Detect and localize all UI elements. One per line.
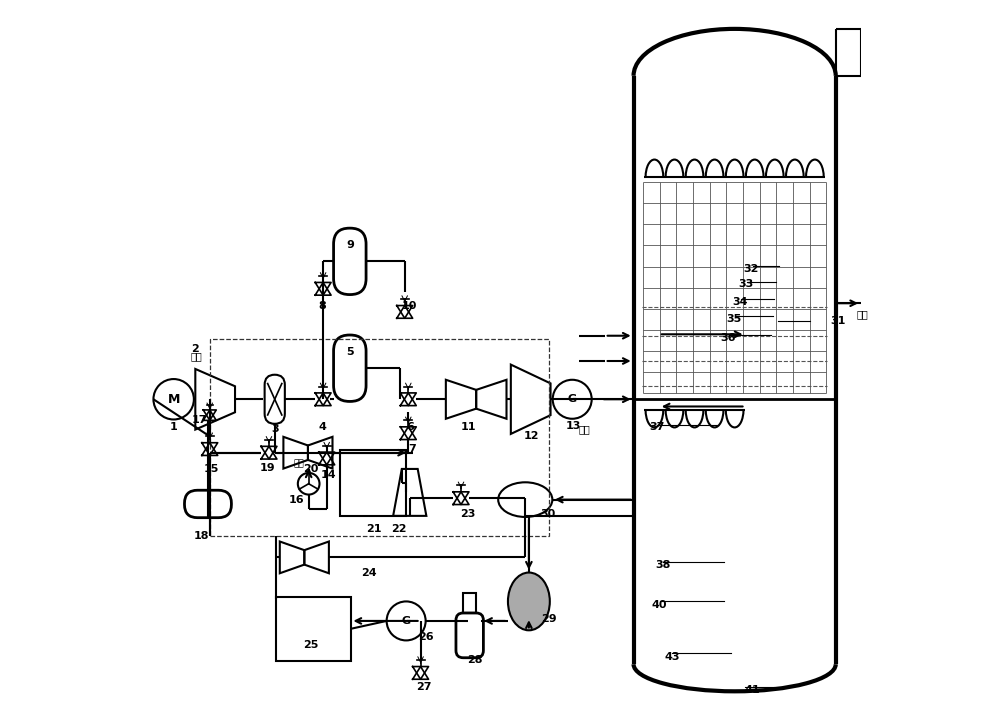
Text: 33: 33 <box>738 279 753 290</box>
Bar <box>276 597 351 661</box>
Text: 2: 2 <box>191 344 199 355</box>
Ellipse shape <box>508 573 550 630</box>
Text: 24: 24 <box>361 568 376 578</box>
Text: M: M <box>167 393 180 406</box>
Text: 7: 7 <box>408 444 416 454</box>
Text: 21: 21 <box>366 523 381 534</box>
Bar <box>340 450 406 516</box>
Text: 32: 32 <box>744 264 759 274</box>
Text: 18: 18 <box>194 531 210 541</box>
Text: 41: 41 <box>745 684 761 695</box>
Text: 9: 9 <box>346 240 354 251</box>
Text: 34: 34 <box>732 297 747 307</box>
Text: 11: 11 <box>460 422 476 432</box>
Text: 17: 17 <box>192 415 207 425</box>
Text: 38: 38 <box>655 560 671 570</box>
Text: 8: 8 <box>319 301 326 311</box>
Text: 14: 14 <box>320 470 336 480</box>
Text: 空气: 空气 <box>191 352 203 362</box>
Text: 43: 43 <box>664 652 680 662</box>
Text: 29: 29 <box>541 614 557 625</box>
Text: 30: 30 <box>540 509 555 519</box>
Text: 12: 12 <box>523 431 539 441</box>
Text: 13: 13 <box>566 421 581 431</box>
Text: 25: 25 <box>303 640 319 651</box>
Text: 27: 27 <box>416 682 432 692</box>
Text: 40: 40 <box>651 600 667 610</box>
Text: 22: 22 <box>391 523 407 534</box>
Text: 15: 15 <box>204 464 219 474</box>
Text: 排气: 排气 <box>579 424 590 434</box>
Bar <box>210 339 549 536</box>
Text: 31: 31 <box>830 316 846 326</box>
Text: 1: 1 <box>170 422 178 432</box>
Text: 10: 10 <box>401 301 417 311</box>
Text: 空气: 空气 <box>293 459 304 468</box>
Text: 6: 6 <box>406 422 414 432</box>
Text: 26: 26 <box>419 632 434 642</box>
Text: 19: 19 <box>260 463 275 473</box>
Text: 23: 23 <box>460 509 475 519</box>
Bar <box>463 593 476 613</box>
Text: G: G <box>402 616 411 626</box>
Text: 大气: 大气 <box>857 309 868 319</box>
Text: 16: 16 <box>289 495 304 505</box>
Text: 4: 4 <box>318 422 326 432</box>
Text: G: G <box>568 394 577 404</box>
Text: 28: 28 <box>467 655 482 665</box>
Text: 3: 3 <box>271 424 279 434</box>
Text: 5: 5 <box>346 347 354 357</box>
Text: 20: 20 <box>303 464 319 474</box>
Text: 35: 35 <box>726 314 742 324</box>
Text: 37: 37 <box>650 422 665 432</box>
Text: 36: 36 <box>720 333 736 343</box>
